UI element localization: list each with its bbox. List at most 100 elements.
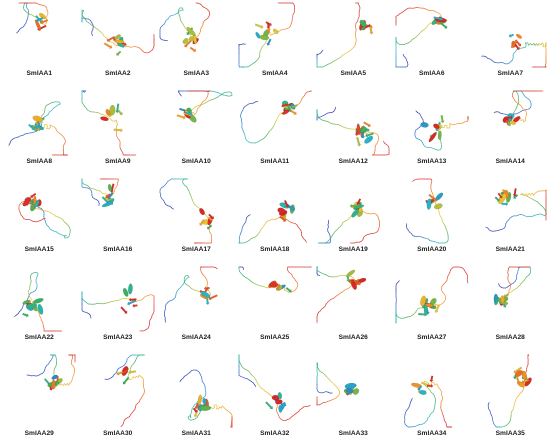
protein-model-image (26, 354, 76, 391)
panel-label: SmIAA5 (340, 70, 367, 77)
panel-label: SmIAA13 (417, 158, 447, 165)
structure-panel: SmIAA16 (79, 176, 158, 262)
protein-model-image (485, 188, 547, 232)
structure-panel: SmIAA34 (393, 352, 472, 446)
structure-panel: SmIAA12 (314, 88, 393, 174)
protein-model-image (403, 375, 452, 428)
structure-panel: SmIAA2 (79, 0, 158, 86)
protein-model-image (487, 354, 532, 428)
panel-label: SmIAA23 (103, 334, 133, 341)
protein-model-image (238, 266, 311, 293)
structure-panel: SmIAA15 (0, 176, 79, 262)
protein-model-image (493, 90, 544, 127)
structure-panel: SmIAA17 (157, 176, 236, 262)
protein-model-image (81, 283, 154, 332)
protein-model-image (179, 369, 233, 428)
structure-panel: SmIAA33 (314, 352, 393, 446)
panel-label: SmIAA22 (24, 334, 54, 341)
panel-label: SmIAA16 (103, 246, 133, 253)
protein-model-image (316, 2, 374, 68)
panel-label: SmIAA15 (24, 246, 54, 253)
structure-panel: SmIAA20 (393, 176, 472, 262)
protein-model-image (318, 198, 381, 244)
panel-label: SmIAA11 (260, 158, 290, 165)
protein-model-image (239, 90, 311, 144)
structure-panel: SmIAA11 (236, 88, 315, 174)
protein-model-image (395, 266, 468, 324)
protein-model-image (103, 354, 145, 428)
panel-label: SmIAA18 (260, 246, 290, 253)
structure-panel: SmIAA31 (157, 352, 236, 446)
structure-panel: SmIAA14 (471, 88, 550, 174)
structure-panel: SmIAA35 (471, 352, 550, 446)
panel-label: SmIAA34 (417, 430, 447, 437)
panel-label: SmIAA12 (338, 158, 368, 165)
panel-label: SmIAA35 (495, 430, 525, 437)
panel-label: SmIAA24 (181, 334, 211, 341)
panel-label: SmIAA29 (24, 430, 54, 437)
panel-label: SmIAA25 (260, 334, 290, 341)
structure-panel: SmIAA29 (0, 352, 79, 446)
protein-model-image (238, 199, 307, 244)
structure-panel: SmIAA26 (314, 264, 393, 350)
protein-model-image (395, 7, 447, 68)
protein-model-image (81, 178, 119, 208)
panel-label: SmIAA2 (104, 70, 131, 77)
protein-model-image (481, 33, 547, 68)
structure-panel: SmIAA18 (236, 176, 315, 262)
panel-label: SmIAA9 (104, 158, 131, 165)
panel-label: SmIAA1 (26, 70, 53, 77)
structure-panel: SmIAA30 (79, 352, 158, 446)
protein-model-image (405, 178, 449, 244)
structure-panel: SmIAA9 (79, 88, 158, 174)
structure-panel: SmIAA5 (314, 0, 393, 86)
panel-label: SmIAA10 (181, 158, 211, 165)
panel-label: SmIAA27 (417, 334, 447, 341)
protein-model-image (316, 362, 360, 406)
panel-label: SmIAA30 (103, 430, 133, 437)
structure-panel: SmIAA6 (393, 0, 472, 86)
protein-model-image (81, 90, 136, 156)
structure-panel: SmIAA21 (471, 176, 550, 262)
structure-panel: SmIAA24 (157, 264, 236, 350)
panel-label: SmIAA26 (338, 334, 368, 341)
panel-label: SmIAA31 (181, 430, 211, 437)
protein-model-image (8, 101, 68, 156)
panel-label: SmIAA21 (495, 246, 525, 253)
panel-label: SmIAA28 (495, 334, 525, 341)
protein-model-image (238, 2, 295, 68)
protein-model-image (81, 9, 154, 56)
protein-model-image (176, 90, 233, 123)
panel-label: SmIAA14 (495, 158, 525, 165)
panel-label: SmIAA6 (418, 70, 445, 77)
panel-label: SmIAA7 (497, 70, 524, 77)
structure-panel: SmIAA28 (471, 264, 550, 350)
structure-panel: SmIAA13 (393, 88, 472, 174)
structure-panel: SmIAA3 (157, 0, 236, 86)
structure-panel: SmIAA4 (236, 0, 315, 86)
panel-label: SmIAA3 (183, 70, 210, 77)
protein-model-image (164, 266, 218, 323)
protein-model-image (316, 106, 390, 156)
structure-panel: SmIAA19 (314, 176, 393, 262)
structure-panel: SmIAA1 (0, 0, 79, 86)
protein-model-image (493, 266, 532, 308)
protein-model-image (16, 2, 49, 34)
structure-panel: SmIAA32 (236, 352, 315, 446)
panel-label: SmIAA19 (338, 246, 368, 253)
protein-model-image (14, 271, 63, 332)
protein-model-image (159, 178, 214, 244)
protein-model-image (316, 266, 367, 324)
structure-panel: SmIAA7 (471, 0, 550, 86)
panel-label: SmIAA33 (338, 430, 368, 437)
structure-panel: SmIAA27 (393, 264, 472, 350)
structure-panel: SmIAA23 (79, 264, 158, 350)
panel-label: SmIAA8 (26, 158, 53, 165)
protein-model-image (18, 192, 71, 239)
structure-panel: SmIAA22 (0, 264, 79, 350)
protein-model-image (414, 110, 468, 151)
protein-model-image (238, 354, 311, 421)
panel-label: SmIAA32 (260, 430, 290, 437)
structure-panel: SmIAA25 (236, 264, 315, 350)
